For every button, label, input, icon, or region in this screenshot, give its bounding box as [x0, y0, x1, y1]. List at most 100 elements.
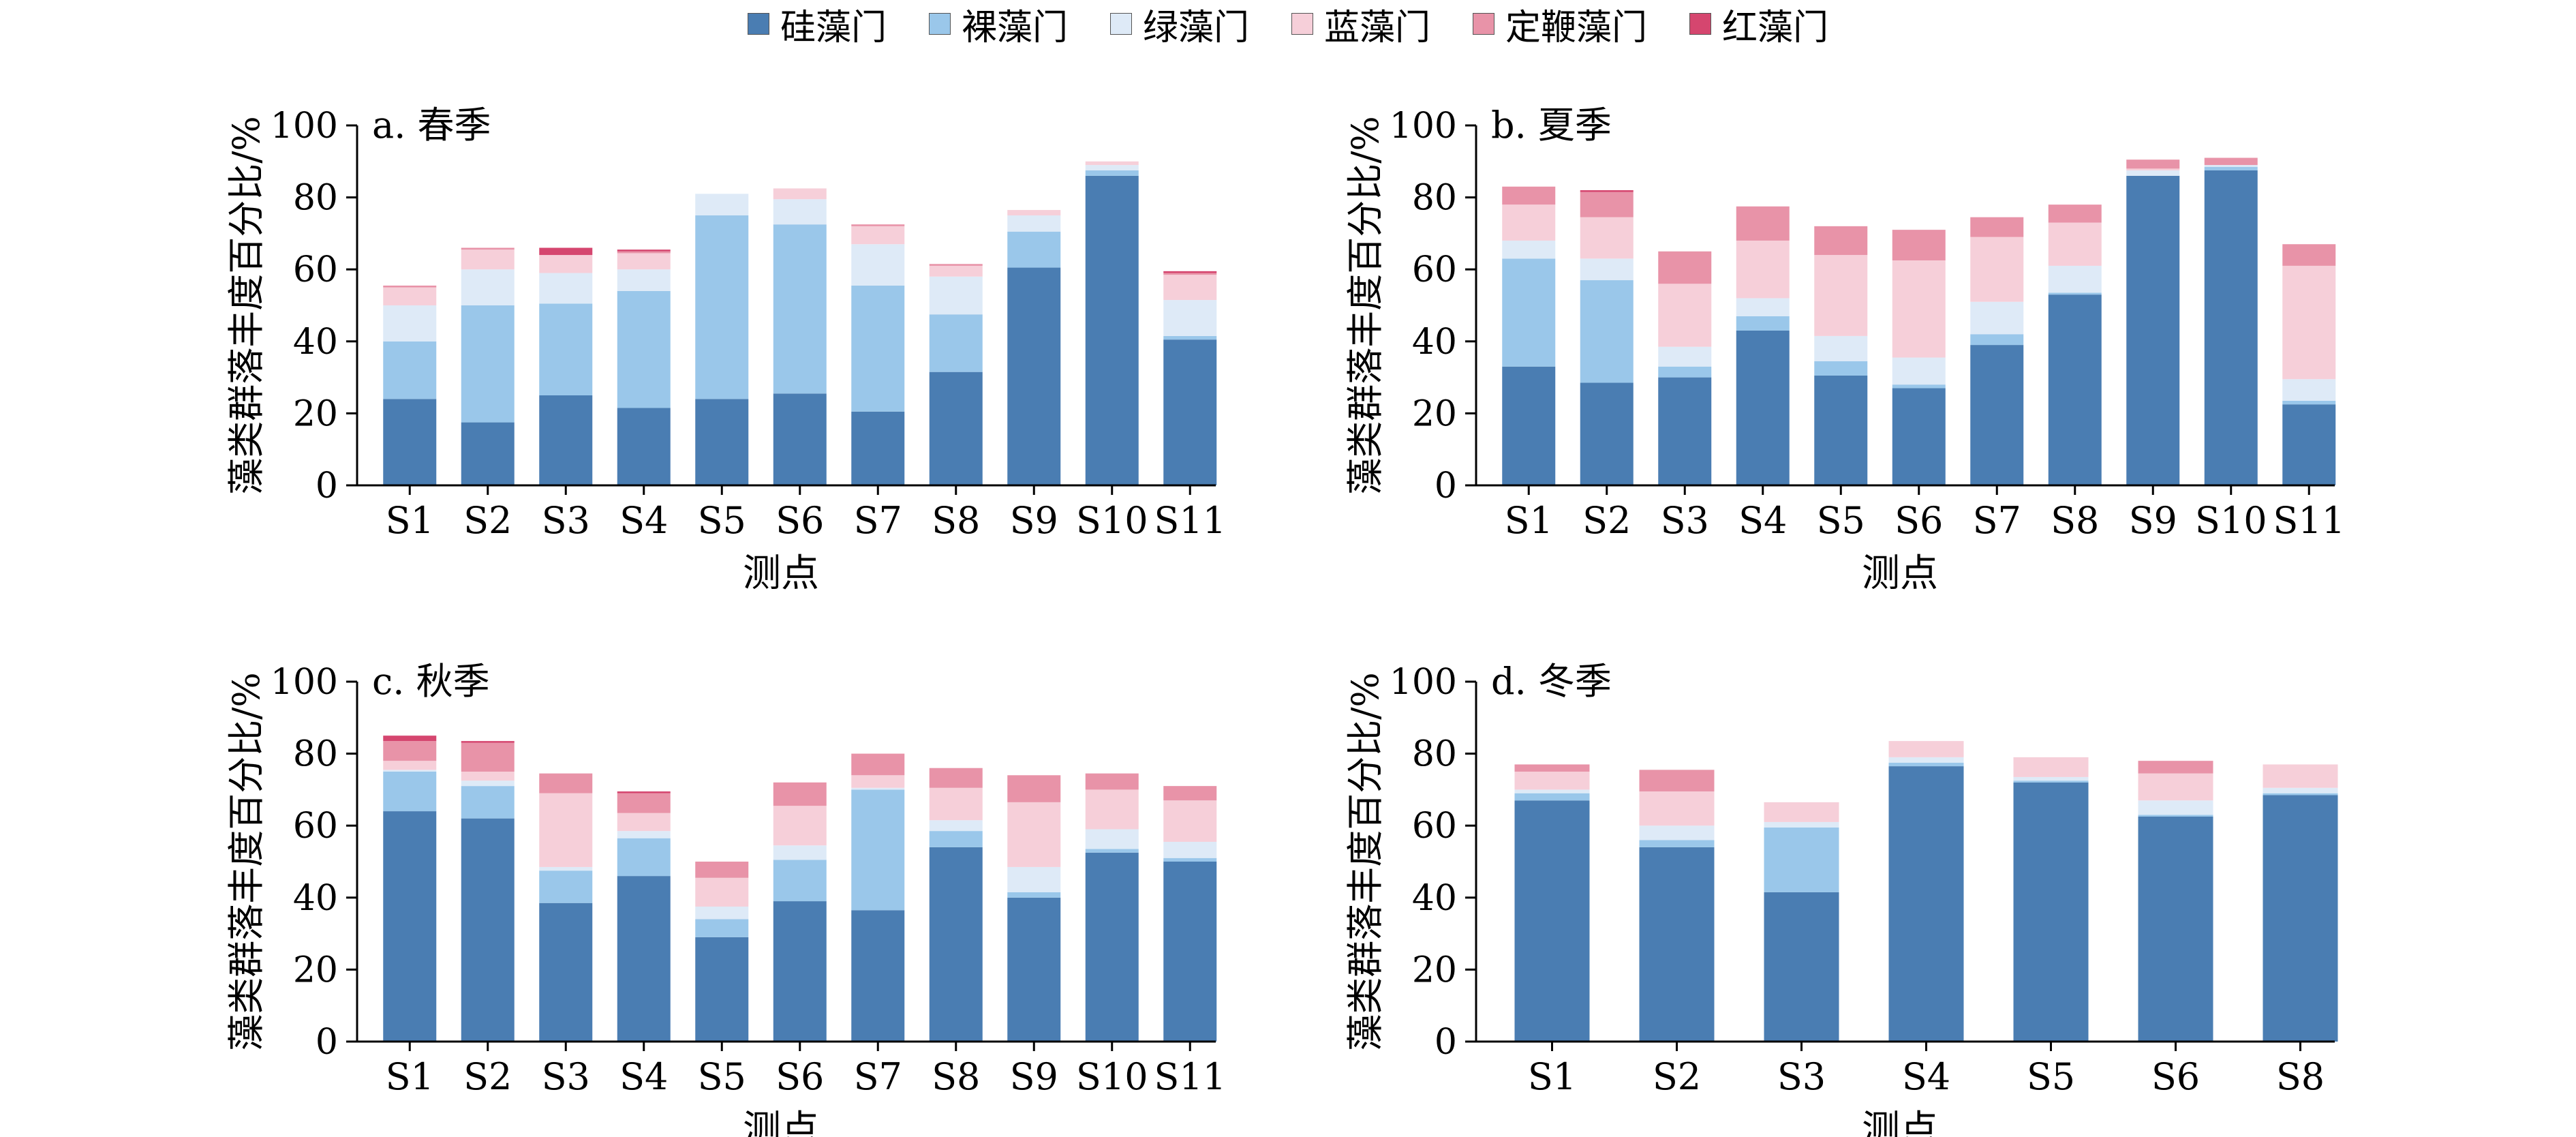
- bar-segment: [461, 772, 515, 781]
- bar-segment: [773, 860, 827, 902]
- bar-segment: [539, 773, 593, 793]
- bar-segment: [1888, 766, 1964, 1042]
- bar-segment: [2204, 165, 2258, 167]
- y-tick-label: 20: [293, 950, 338, 990]
- chart-panel: S1 S2 S3 S4 S5 S6 S7 S8 S9 S10 S11 0 20 40 60 80 100 b. 夏…: [1344, 104, 2345, 596]
- legend-swatch: [1473, 13, 1495, 35]
- bar-segment: [1007, 892, 1061, 898]
- bar-segment: [539, 303, 593, 395]
- y-axis-label: 藻类群落丰度百分比/%: [225, 116, 268, 495]
- bar-segment: [2048, 222, 2102, 266]
- x-tick-label: S6: [1895, 499, 1943, 542]
- bar-segment: [1580, 192, 1634, 217]
- bar-segment: [383, 772, 437, 812]
- x-tick-label: S1: [386, 1055, 434, 1098]
- y-tick-label: 20: [293, 393, 338, 434]
- bar-segment: [929, 264, 983, 266]
- bar-segment: [1085, 175, 1139, 485]
- y-tick-label: 40: [293, 878, 338, 919]
- bar-segment: [617, 290, 671, 408]
- legend-label: 裸藻门: [961, 7, 1068, 48]
- bar-segment: [1502, 258, 1556, 367]
- y-tick-label: 40: [1412, 878, 1457, 919]
- chart-title: a. 春季: [372, 104, 491, 147]
- bar-segment: [2138, 817, 2213, 1042]
- bar-segment: [1580, 217, 1634, 259]
- x-axis-label: 测点: [1862, 1108, 1938, 1137]
- y-tick-label: 0: [316, 1022, 338, 1063]
- bar-segment: [2263, 795, 2338, 1042]
- x-tick-label: S5: [2027, 1055, 2075, 1098]
- x-axis-label: 测点: [743, 551, 819, 596]
- bar-segment: [929, 314, 983, 372]
- bar-segment: [2204, 157, 2258, 166]
- bar-segment: [2138, 800, 2213, 815]
- x-tick-label: S8: [932, 1055, 980, 1098]
- bar-segment: [1970, 345, 2024, 485]
- bar-segment: [1764, 821, 1839, 828]
- bar-segment: [695, 877, 749, 907]
- x-tick-label: S2: [1653, 1055, 1701, 1098]
- y-tick-label: 0: [316, 466, 338, 506]
- bar-segment: [1514, 764, 1590, 772]
- bar-segment: [695, 194, 749, 215]
- x-tick-label: S10: [1076, 1055, 1148, 1098]
- bar-segment: [1007, 215, 1061, 232]
- x-tick-label: S2: [1582, 499, 1631, 542]
- legend-label: 硅藻门: [780, 7, 887, 48]
- bar-segment: [929, 847, 983, 1042]
- bar-segment: [1764, 827, 1839, 892]
- legend-swatch: [928, 13, 951, 35]
- bar-segment: [539, 903, 593, 1042]
- bar-segment: [383, 285, 437, 288]
- bar-segment: [461, 780, 515, 787]
- bar-segment: [617, 838, 671, 877]
- bar-segment: [1658, 346, 1712, 367]
- bar-segment: [2048, 292, 2102, 295]
- bar-segment: [2013, 780, 2089, 783]
- bar-segment: [2263, 787, 2338, 793]
- bar-segment: [1736, 330, 1790, 485]
- legend-item: 蓝藻门: [1291, 0, 1430, 50]
- bar-segment: [461, 786, 515, 819]
- bar-segment: [1514, 789, 1590, 793]
- bar-segment: [383, 305, 437, 342]
- bar-segment: [383, 741, 437, 761]
- legend-swatch: [1291, 13, 1313, 35]
- bar-segment: [1764, 892, 1839, 1042]
- bar-segment: [617, 251, 671, 254]
- bar-segment: [2138, 773, 2213, 801]
- bar-segment: [461, 269, 515, 305]
- bar-segment: [1814, 226, 1868, 256]
- bar-segment: [1007, 897, 1061, 1042]
- bar-segment: [1085, 165, 1139, 170]
- bar-segment: [1502, 240, 1556, 259]
- x-tick-label: S11: [1154, 499, 1226, 542]
- bar-segment: [461, 741, 515, 743]
- y-tick-label: 40: [1412, 322, 1457, 363]
- bar-segment: [695, 919, 749, 937]
- legend-item: 绿藻门: [1109, 0, 1249, 50]
- bar-segment: [1085, 170, 1139, 176]
- bar-segment: [1892, 384, 1946, 389]
- bar-segment: [2204, 170, 2258, 485]
- bar-segment: [929, 768, 983, 788]
- bar-segment: [695, 862, 749, 878]
- y-tick-label: 80: [293, 178, 338, 219]
- bar-segment: [2048, 265, 2102, 293]
- bar-segment: [1007, 775, 1061, 802]
- bar-segment: [1085, 852, 1139, 1042]
- x-tick-label: S11: [2273, 499, 2345, 542]
- bar-segment: [695, 399, 749, 485]
- y-axis-label: 藻类群落丰度百分比/%: [1344, 116, 1387, 495]
- bar-segment: [461, 305, 515, 423]
- y-tick-label: 0: [1435, 1022, 1457, 1063]
- bar-segment: [1814, 255, 1868, 336]
- bar-segment: [1502, 204, 1556, 241]
- y-axis-label: 藻类群落丰度百分比/%: [1344, 672, 1387, 1051]
- legend-label: 定鞭藻门: [1505, 7, 1648, 48]
- bar-segment: [461, 818, 515, 1042]
- bar-segment: [1580, 190, 1634, 192]
- bar-segment: [1970, 237, 2024, 302]
- legend-swatch: [747, 13, 769, 35]
